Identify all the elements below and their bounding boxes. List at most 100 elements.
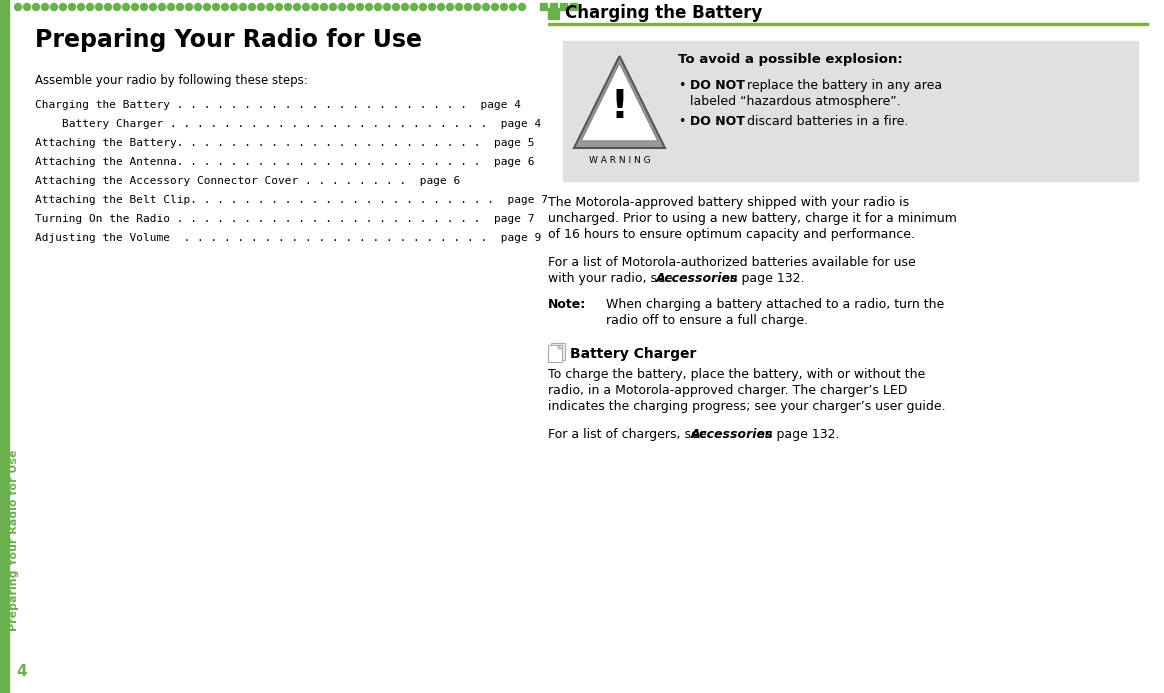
Text: uncharged. Prior to using a new battery, charge it for a minimum: uncharged. Prior to using a new battery,… <box>548 212 957 225</box>
Circle shape <box>185 3 192 10</box>
Text: Charging the Battery: Charging the Battery <box>565 4 762 22</box>
Circle shape <box>158 3 165 10</box>
Bar <box>548 23 1148 24</box>
Text: replace the battery in any area: replace the battery in any area <box>743 79 942 92</box>
Text: W A R N I N G: W A R N I N G <box>589 156 651 165</box>
Circle shape <box>177 3 184 10</box>
Circle shape <box>42 3 49 10</box>
Circle shape <box>105 3 112 10</box>
Text: with your radio, see: with your radio, see <box>548 272 676 285</box>
Circle shape <box>348 3 355 10</box>
Circle shape <box>248 3 256 10</box>
Polygon shape <box>558 345 562 349</box>
Text: The Motorola-approved battery shipped with your radio is: The Motorola-approved battery shipped wi… <box>548 196 909 209</box>
Circle shape <box>428 3 435 10</box>
Text: Battery Charger: Battery Charger <box>570 347 696 361</box>
Circle shape <box>86 3 93 10</box>
Circle shape <box>23 3 30 10</box>
Polygon shape <box>581 63 658 141</box>
FancyBboxPatch shape <box>551 343 565 360</box>
Circle shape <box>69 3 76 10</box>
Text: Note:: Note: <box>548 298 587 311</box>
Circle shape <box>276 3 283 10</box>
Circle shape <box>149 3 156 10</box>
Circle shape <box>464 3 471 10</box>
Circle shape <box>320 3 327 10</box>
Text: !: ! <box>611 88 629 126</box>
Text: DO NOT: DO NOT <box>690 115 745 128</box>
Circle shape <box>402 3 409 10</box>
Text: Charging the Battery . . . . . . . . . . . . . . . . . . . . . .  page 4: Charging the Battery . . . . . . . . . .… <box>35 100 521 110</box>
Circle shape <box>518 3 525 10</box>
Circle shape <box>194 3 201 10</box>
Text: labeled “hazardous atmosphere”.: labeled “hazardous atmosphere”. <box>690 95 901 108</box>
Text: Accessories: Accessories <box>656 272 738 285</box>
Text: indicates the charging progress; see your charger’s user guide.: indicates the charging progress; see you… <box>548 400 945 413</box>
Circle shape <box>284 3 291 10</box>
Text: Attaching the Belt Clip. . . . . . . . . . . . . . . . . . . . . . .  page 7: Attaching the Belt Clip. . . . . . . . .… <box>35 195 548 205</box>
Text: Adjusting the Volume  . . . . . . . . . . . . . . . . . . . . . . .  page 9: Adjusting the Volume . . . . . . . . . .… <box>35 233 541 243</box>
Bar <box>548 8 559 19</box>
Text: of 16 hours to ensure optimum capacity and performance.: of 16 hours to ensure optimum capacity a… <box>548 228 915 241</box>
Circle shape <box>14 3 21 10</box>
Text: Assemble your radio by following these steps:: Assemble your radio by following these s… <box>35 74 307 87</box>
Circle shape <box>392 3 399 10</box>
Circle shape <box>329 3 336 10</box>
Circle shape <box>356 3 363 10</box>
Circle shape <box>213 3 220 10</box>
Circle shape <box>267 3 274 10</box>
Circle shape <box>221 3 228 10</box>
Text: To charge the battery, place the battery, with or without the: To charge the battery, place the battery… <box>548 368 925 381</box>
Circle shape <box>50 3 57 10</box>
Circle shape <box>230 3 237 10</box>
Circle shape <box>257 3 264 10</box>
Bar <box>560 3 567 10</box>
Bar <box>0 0 9 693</box>
Bar <box>563 41 1138 181</box>
Circle shape <box>204 3 211 10</box>
Circle shape <box>240 3 247 10</box>
Text: Preparing Your Radio for Use: Preparing Your Radio for Use <box>35 28 423 52</box>
Text: Preparing Your Radio for Use: Preparing Your Radio for Use <box>9 449 19 631</box>
Circle shape <box>168 3 175 10</box>
Text: For a list of Motorola-authorized batteries available for use: For a list of Motorola-authorized batter… <box>548 256 916 269</box>
FancyBboxPatch shape <box>548 345 562 362</box>
Text: Attaching the Battery. . . . . . . . . . . . . . . . . . . . . . .  page 5: Attaching the Battery. . . . . . . . . .… <box>35 138 534 148</box>
Circle shape <box>365 3 372 10</box>
Circle shape <box>419 3 426 10</box>
Circle shape <box>474 3 481 10</box>
Circle shape <box>491 3 498 10</box>
Text: •: • <box>677 79 686 92</box>
Bar <box>551 3 558 10</box>
Circle shape <box>293 3 300 10</box>
Text: radio off to ensure a full charge.: radio off to ensure a full charge. <box>606 314 808 327</box>
Text: DO NOT: DO NOT <box>690 79 745 92</box>
Text: •: • <box>677 115 686 128</box>
Circle shape <box>141 3 148 10</box>
Circle shape <box>383 3 390 10</box>
Bar <box>540 3 547 10</box>
Circle shape <box>312 3 319 10</box>
Text: Attaching the Antenna. . . . . . . . . . . . . . . . . . . . . . .  page 6: Attaching the Antenna. . . . . . . . . .… <box>35 157 534 167</box>
Text: discard batteries in a fire.: discard batteries in a fire. <box>743 115 908 128</box>
Circle shape <box>447 3 454 10</box>
Circle shape <box>122 3 129 10</box>
Text: on page 132.: on page 132. <box>718 272 804 285</box>
Text: on page 132.: on page 132. <box>753 428 839 441</box>
Text: Attaching the Accessory Connector Cover . . . . . . . .  page 6: Attaching the Accessory Connector Cover … <box>35 176 460 186</box>
Circle shape <box>501 3 508 10</box>
Text: To avoid a possible explosion:: To avoid a possible explosion: <box>677 53 903 66</box>
Circle shape <box>33 3 40 10</box>
Circle shape <box>78 3 85 10</box>
Circle shape <box>303 3 310 10</box>
Circle shape <box>132 3 139 10</box>
Circle shape <box>59 3 66 10</box>
Text: 4: 4 <box>16 665 27 680</box>
Text: For a list of chargers, see: For a list of chargers, see <box>548 428 710 441</box>
Polygon shape <box>574 56 665 148</box>
Text: Accessories: Accessories <box>691 428 774 441</box>
Circle shape <box>438 3 445 10</box>
Text: radio, in a Motorola-approved charger. The charger’s LED: radio, in a Motorola-approved charger. T… <box>548 384 908 397</box>
Circle shape <box>114 3 121 10</box>
Circle shape <box>339 3 346 10</box>
